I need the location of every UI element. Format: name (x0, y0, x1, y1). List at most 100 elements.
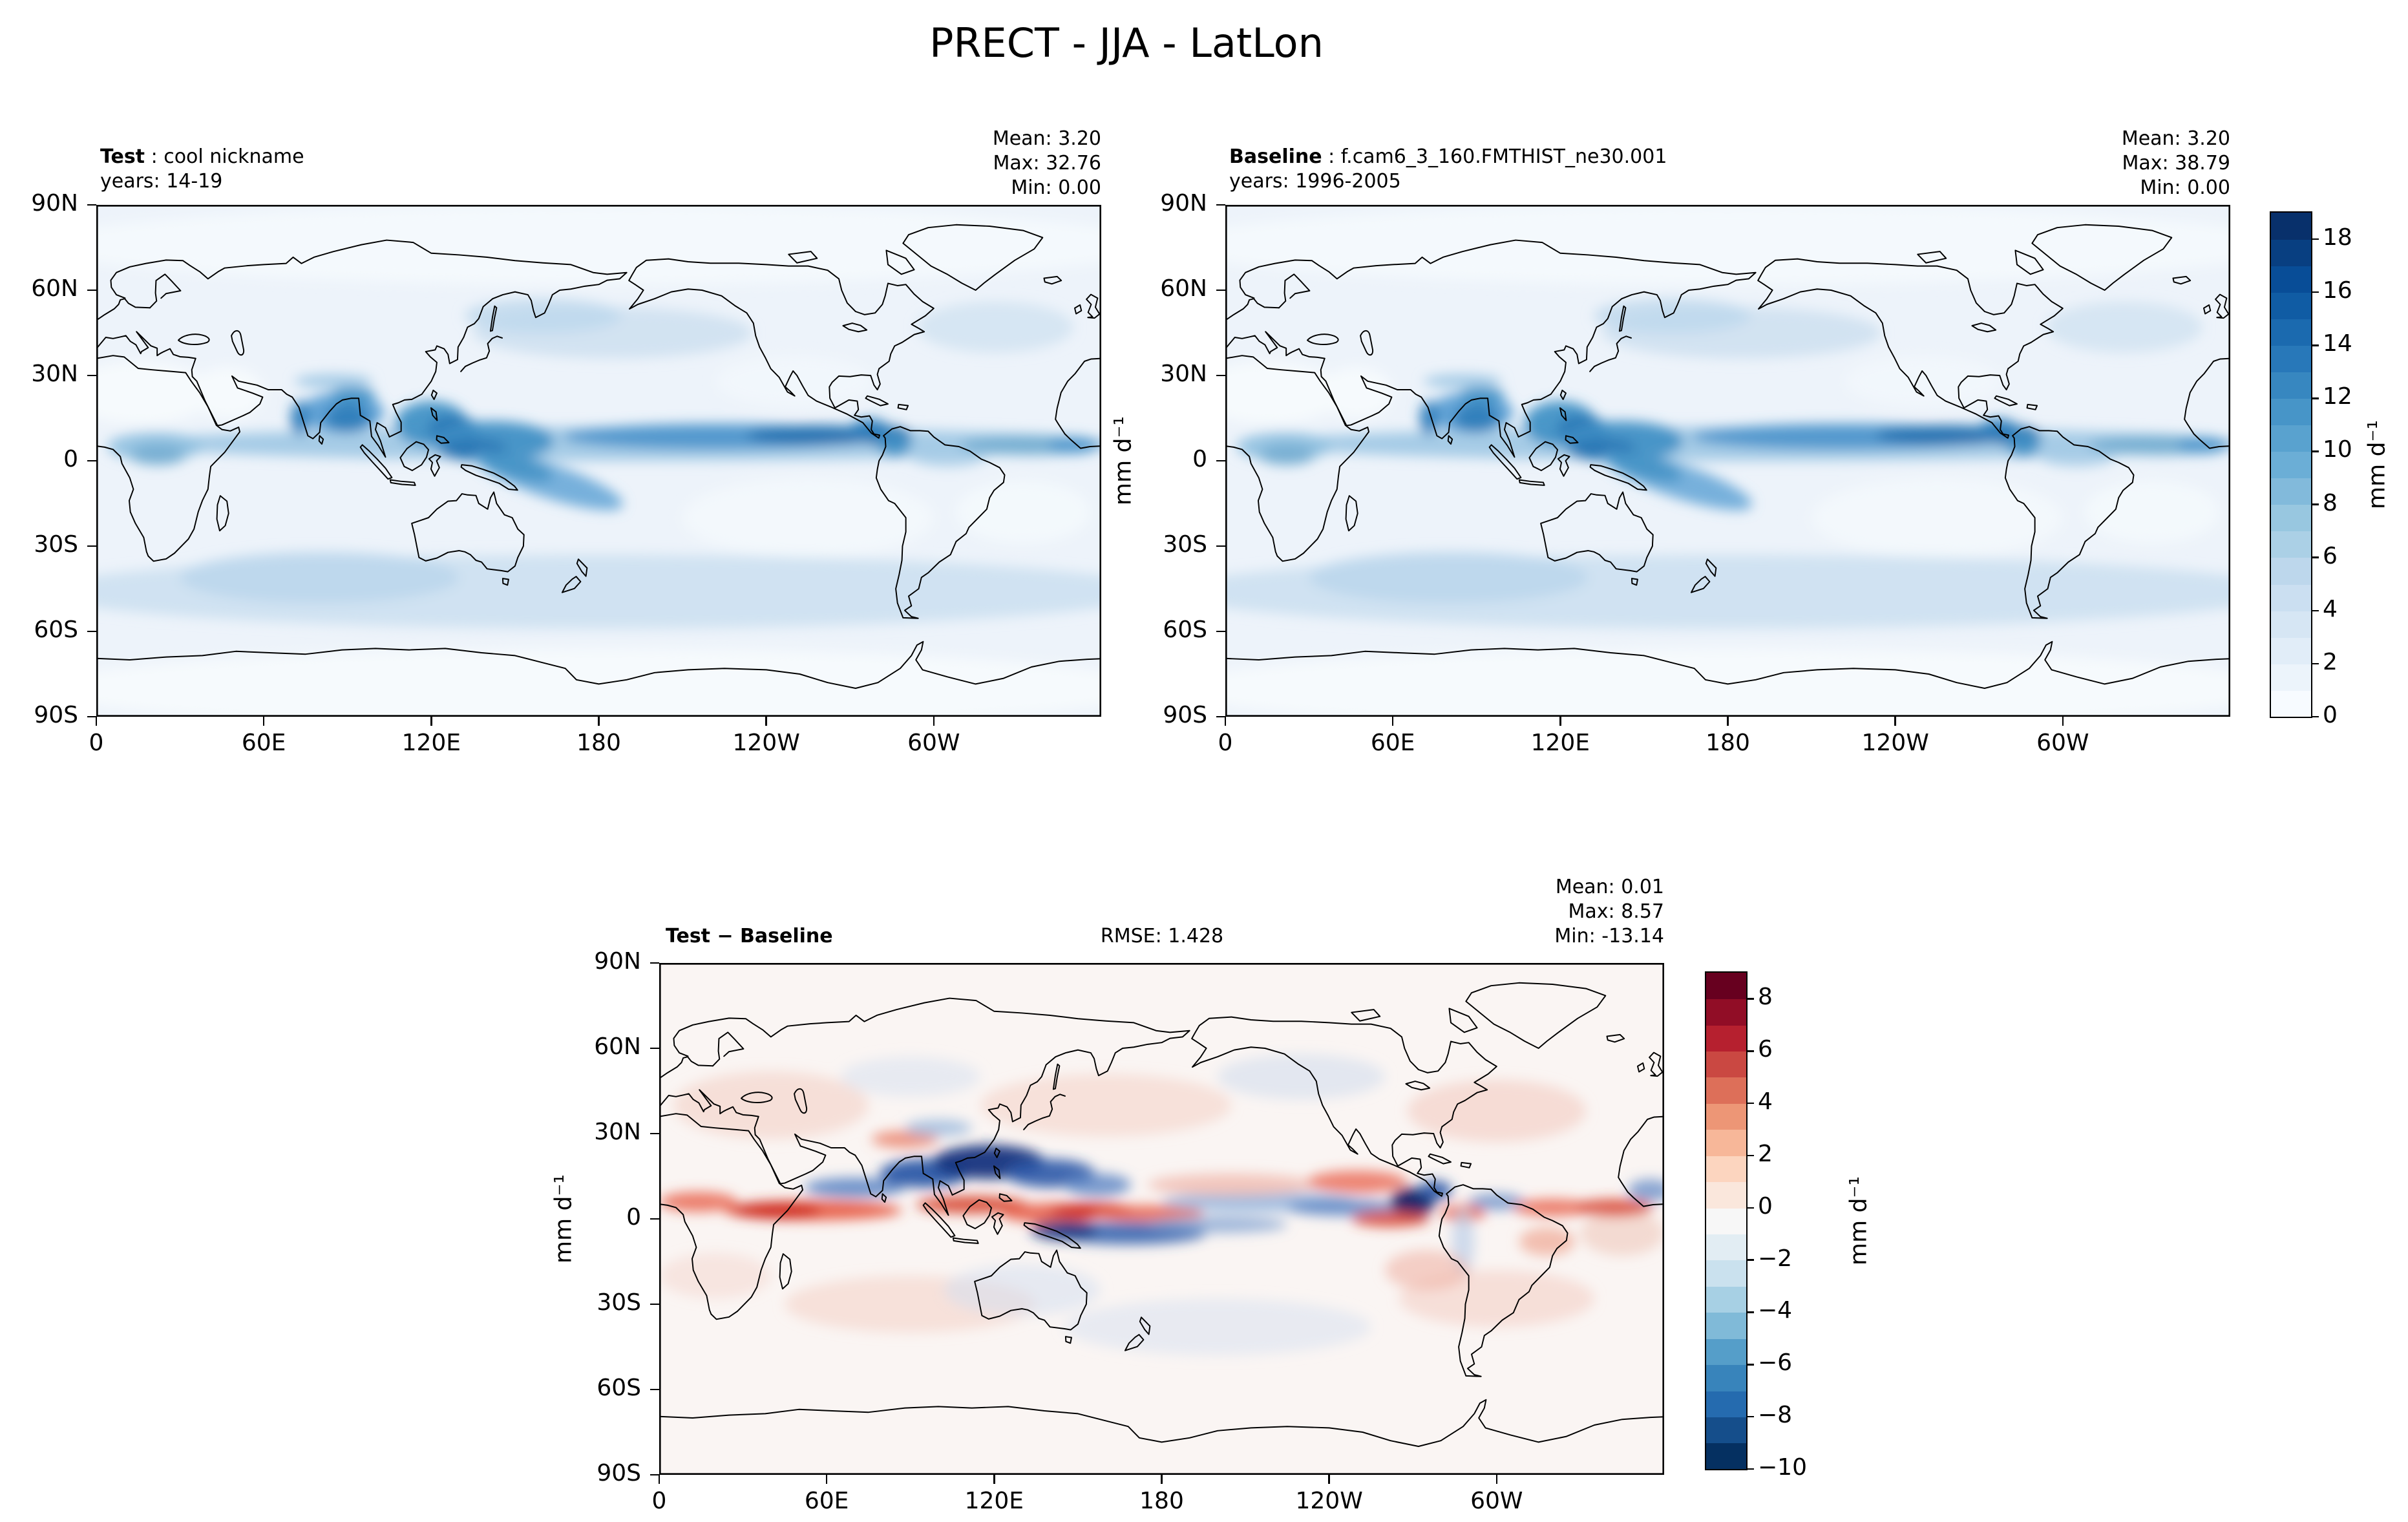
lon-tick-mark (825, 1475, 828, 1484)
colorbar-tick-mark (2311, 291, 2319, 293)
lon-tick-label: 120W (1295, 1488, 1363, 1514)
colorbar-tick-mark (1746, 1207, 1754, 1209)
colorbar-segment (1706, 1260, 1746, 1287)
colorbar-tick-mark (2311, 238, 2319, 240)
colorbar-segment (2271, 690, 2311, 717)
field-blob (1048, 436, 1099, 454)
lat-tick-mark (650, 1303, 659, 1305)
field-blob (96, 648, 1101, 717)
lat-tick-label: 90N (1160, 190, 1207, 217)
field-blob (905, 1119, 972, 1137)
test-panel-title: Test : cool nickname (100, 145, 304, 169)
lat-tick-label: 60N (31, 275, 78, 302)
field-blob (840, 1057, 980, 1097)
field-blob (1454, 404, 1499, 432)
test-map-svg (96, 205, 1101, 717)
lat-tick-mark (650, 1218, 659, 1220)
colorbar-segment (2271, 292, 2311, 319)
field-blob (1574, 1199, 1653, 1216)
colorbar-tick-label: 6 (1758, 1036, 1773, 1063)
test-stat-mean: Mean: 3.20 (992, 127, 1101, 150)
field-blob (1423, 374, 1502, 388)
colorbar-tick-mark (1746, 1415, 1754, 1418)
colorbar-segment (2271, 266, 2311, 293)
lon-tick-label: 0 (1218, 730, 1233, 756)
lon-tick-label: 120W (1861, 730, 1929, 756)
lat-tick-label: 60N (594, 1033, 641, 1060)
field-blob (878, 430, 912, 457)
lat-tick-mark (87, 630, 96, 633)
lat-tick-label: 60S (34, 617, 78, 643)
lat-tick-mark (1216, 374, 1225, 377)
field-blob (673, 1071, 869, 1139)
colorbar-tick-label: 8 (2323, 489, 2338, 516)
map-frame (96, 205, 1101, 717)
colorbar-tick-mark (1746, 1364, 1754, 1366)
field-blob (1580, 1210, 1664, 1256)
lat-tick-mark (87, 374, 96, 377)
lat-tick-mark (650, 1474, 659, 1476)
field-blob (1468, 1193, 1525, 1210)
field-blob (1287, 1199, 1399, 1216)
colorbar-segment (1706, 1338, 1746, 1366)
lat-tick-mark (1216, 630, 1225, 633)
lon-tick-mark (95, 717, 98, 726)
field-blob (2177, 436, 2228, 454)
colorbar-segment (1706, 1103, 1746, 1130)
test-stat-min: Min: 0.00 (1011, 176, 1101, 199)
colorbar-tick-mark (2311, 344, 2319, 346)
colorbar-tick-label: −8 (1758, 1402, 1793, 1429)
field-blob (1320, 366, 1393, 418)
colorbar-tick-mark (2311, 715, 2319, 718)
colorbar-diff: −10 −8 −6 −4 −2 0 2 4 6 8 (1704, 971, 1807, 1481)
lon-tick-label: 120E (1530, 730, 1590, 756)
field-blob (956, 480, 1090, 544)
colorbar-tick-label: 6 (2323, 542, 2338, 569)
lat-tick-mark (87, 715, 96, 718)
colorbar-tick-mark (1746, 998, 1754, 1000)
test-label-bold: Test (100, 145, 145, 168)
test-stats: Mean: 3.20 Max: 32.76 Min: 0.00 (778, 127, 1101, 200)
lon-tick-mark (1559, 717, 1561, 726)
lon-tick-mark (1328, 1475, 1330, 1484)
colorbar-tick-label: 0 (1758, 1192, 1773, 1220)
lon-tick-label: 180 (1139, 1488, 1184, 1514)
field-blob (1147, 1216, 1287, 1233)
lat-tick-mark (1216, 715, 1225, 718)
colorbar-precip-label: mm d⁻¹ (2363, 420, 2391, 509)
lat-tick-label: 90N (594, 948, 641, 975)
colorbar-segment (2271, 663, 2311, 691)
field-blob (1307, 1170, 1408, 1194)
test-label-rest: : cool nickname (145, 145, 304, 168)
lon-tick-mark (933, 717, 935, 726)
colorbar-tick-label: 16 (2323, 277, 2352, 304)
colorbar-tick-mark (1746, 1102, 1754, 1105)
colorbar-tick-label: −6 (1758, 1349, 1793, 1377)
colorbar-segment (2271, 398, 2311, 426)
field-blob (330, 386, 375, 404)
lon-tick-label: 120E (401, 730, 461, 756)
lat-tick-label: 90N (31, 190, 78, 217)
lat-tick-label: 30N (594, 1119, 641, 1145)
colorbar-segment (1706, 1286, 1746, 1313)
precip-field (96, 205, 1101, 717)
colorbar-tick-label: 8 (1758, 984, 1773, 1011)
colorbar-segment (2271, 637, 2311, 664)
field-blob (96, 361, 214, 424)
colorbar-tick-mark (2311, 397, 2319, 399)
baseline-stat-min: Min: 0.00 (2140, 176, 2230, 199)
colorbar-segment (1706, 999, 1746, 1026)
figure-title: PRECT - JJA - LatLon (929, 19, 1324, 67)
colorbar-tick-mark (1746, 1259, 1754, 1261)
colorbar-segment (1706, 1024, 1746, 1052)
field-blob (1258, 445, 1315, 465)
lon-tick-label: 60W (1470, 1488, 1523, 1514)
field-blob (1147, 1173, 1316, 1196)
colorbar-tick-label: 4 (2323, 595, 2338, 622)
test-years: years: 14-19 (100, 170, 223, 193)
field-blob (465, 299, 622, 333)
field-blob (916, 301, 1073, 353)
field-blob (1594, 299, 1751, 333)
lat-tick-mark (87, 460, 96, 462)
